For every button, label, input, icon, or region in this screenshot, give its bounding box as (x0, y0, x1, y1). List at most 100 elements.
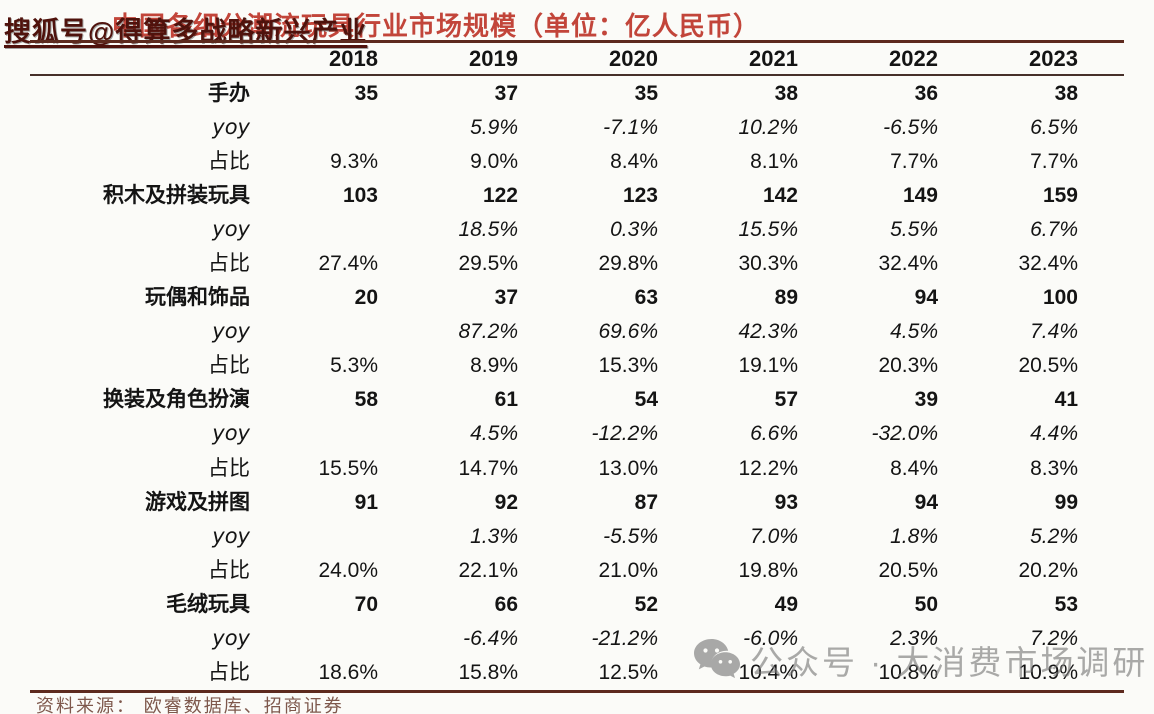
table-cell: 8.3% (1030, 456, 1078, 480)
table-cell: 22.1% (458, 558, 518, 582)
table-cell: 19.8% (738, 558, 798, 582)
table-cell: -32.0% (871, 422, 938, 446)
table-cell: 159 (1042, 183, 1078, 207)
table-cell: 50 (914, 592, 938, 616)
table-row-yoy: yoy 5.9% -7.1% 10.2% -6.5% 6.5% (30, 110, 1124, 144)
table-cell: 29.5% (458, 252, 518, 276)
table-cell: -5.5% (603, 524, 658, 548)
table-cell: 1.3% (470, 524, 518, 548)
table-cell: 20.3% (878, 354, 938, 378)
table-cell: 7.0% (750, 524, 798, 548)
table-cell: 69.6% (598, 320, 658, 344)
table-cell: 49 (774, 592, 798, 616)
table-row-category: 游戏及拼图 91 92 87 93 94 99 (30, 485, 1124, 519)
table-cell: 7.4% (1030, 320, 1078, 344)
row-label: 玩偶和饰品 (145, 285, 250, 310)
table-cell: -6.4% (463, 627, 518, 651)
table-row-share: 占比 15.5% 14.7% 13.0% 12.2% 8.4% 8.3% (30, 451, 1124, 485)
table-row-category: 玩偶和饰品 20 37 63 89 94 100 (30, 281, 1124, 315)
row-label: 占比 (208, 251, 250, 276)
table-cell: 38 (774, 81, 798, 105)
table-cell: 6.6% (750, 422, 798, 446)
table-cell: 4.5% (890, 320, 938, 344)
table-cell: 21.0% (598, 558, 658, 582)
table-cell: 87 (634, 490, 658, 514)
table-cell: 9.3% (330, 149, 378, 173)
table-cell: 5.2% (1030, 524, 1078, 548)
table-cell: 93 (774, 490, 798, 514)
table-cell: 5.9% (470, 115, 518, 139)
table-cell: 9.0% (470, 149, 518, 173)
table-row-yoy: yoy -6.4% -21.2% -6.0% 2.3% 7.2% (30, 622, 1124, 656)
table-cell: 32.4% (878, 252, 938, 276)
year-header: 2023 (1029, 45, 1078, 71)
table-cell: 20.2% (1018, 558, 1078, 582)
row-label: yoy (212, 421, 250, 446)
table-row-share: 占比 5.3% 8.9% 15.3% 19.1% 20.3% 20.5% (30, 349, 1124, 383)
table-cell: 66 (494, 592, 518, 616)
table-cell: 13.0% (598, 456, 658, 480)
table-cell: 20.5% (1018, 354, 1078, 378)
table-cell: 94 (914, 286, 938, 310)
table-cell: 5.3% (330, 354, 378, 378)
table-cell: 0.3% (610, 217, 658, 241)
table-header: 2018 2019 2020 2021 2022 2023 (30, 43, 1124, 76)
table-cell: 29.8% (598, 252, 658, 276)
table-cell: 92 (494, 490, 518, 514)
table-cell: 12.5% (598, 661, 658, 685)
table-cell: 24.0% (318, 558, 378, 582)
table-cell: 14.7% (458, 456, 518, 480)
table-cell: 10.9% (1018, 661, 1078, 685)
row-label: yoy (212, 114, 250, 139)
table-cell: 7.2% (1030, 627, 1078, 651)
row-label: yoy (212, 626, 250, 651)
table-cell: 70 (354, 592, 378, 616)
table-cell: 100 (1042, 286, 1078, 310)
table-row-category: 换装及角色扮演 58 61 54 57 39 41 (30, 383, 1124, 417)
table-cell: 15.3% (598, 354, 658, 378)
table-row-share: 占比 24.0% 22.1% 21.0% 19.8% 20.5% 20.2% (30, 553, 1124, 587)
table-cell: -7.1% (603, 115, 658, 139)
table-cell: 54 (634, 388, 658, 412)
table-cell: 10.8% (878, 661, 938, 685)
table-cell: 94 (914, 490, 938, 514)
table-cell: 15.5% (318, 456, 378, 480)
row-label: 占比 (208, 148, 250, 173)
table-row-yoy: yoy 87.2% 69.6% 42.3% 4.5% 7.4% (30, 315, 1124, 349)
row-label: yoy (212, 319, 250, 344)
table-cell: 91 (354, 490, 378, 514)
table-cell: 38 (1054, 81, 1078, 105)
table-row-yoy: yoy 1.3% -5.5% 7.0% 1.8% 5.2% (30, 519, 1124, 553)
table-cell: 8.4% (610, 149, 658, 173)
table-cell: 20 (354, 286, 378, 310)
table-row-share: 占比 27.4% 29.5% 29.8% 30.3% 32.4% 32.4% (30, 246, 1124, 280)
table-body: 手办 35 37 35 38 36 38 yoy 5.9% -7.1% 10.2% -6.5% 6.5%… (30, 76, 1124, 690)
row-label: 游戏及拼图 (145, 489, 250, 514)
table-cell: 89 (774, 286, 798, 310)
table-cell: 53 (1054, 592, 1078, 616)
row-label: 积木及拼装玩具 (103, 182, 250, 207)
table-row-category: 毛绒玩具 70 66 52 49 50 53 (30, 587, 1124, 621)
table-cell: 149 (902, 183, 938, 207)
table-cell: 36 (914, 81, 938, 105)
table-cell: 39 (914, 388, 938, 412)
table-cell: -6.0% (743, 627, 798, 651)
table-cell: -6.5% (883, 115, 938, 139)
table-cell: 4.4% (1030, 422, 1078, 446)
table-cell: 18.5% (458, 217, 518, 241)
year-header: 2021 (749, 45, 798, 71)
table-cell: 122 (482, 183, 518, 207)
table-cell: 42.3% (738, 320, 798, 344)
table-cell: 8.1% (750, 149, 798, 173)
table-cell: 52 (634, 592, 658, 616)
table-cell: 142 (762, 183, 798, 207)
table-cell: 8.4% (890, 456, 938, 480)
table-cell: 7.7% (890, 149, 938, 173)
table-cell: 58 (354, 388, 378, 412)
row-label: 占比 (208, 353, 250, 378)
table-row-share: 占比 18.6% 15.8% 12.5% 10.4% 10.8% 10.9% (30, 656, 1124, 690)
table-cell: 30.3% (738, 252, 798, 276)
row-label: 换装及角色扮演 (103, 387, 250, 412)
table-cell: 1.8% (890, 524, 938, 548)
